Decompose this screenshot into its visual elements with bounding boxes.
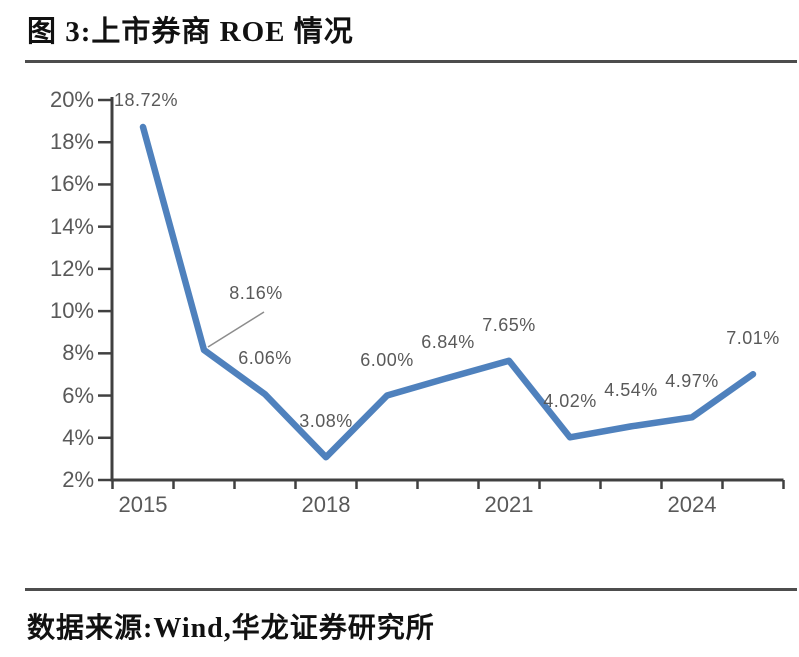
x-axis-tick-label: 2015 — [118, 492, 168, 517]
y-axis-tick-label: 6% — [62, 382, 94, 408]
y-axis-tick-label: 16% — [49, 171, 94, 197]
y-axis-tick-label: 14% — [49, 213, 94, 239]
y-axis-tick-label: 20% — [49, 87, 94, 112]
data-point-label: 7.01% — [726, 328, 780, 349]
roe-line-chart: 2% 4% 6% 8% 10% 12% 14% 16% 18% 20% 2015 2018 2021 20… — [0, 62, 799, 587]
plot-canvas — [98, 97, 785, 489]
y-axis-tick-label: 10% — [49, 298, 94, 324]
x-axis-tick-label: 2021 — [484, 492, 534, 517]
roe-series-line — [139, 123, 757, 461]
y-axis-tick-label: 12% — [49, 255, 94, 281]
data-point-label: 8.16% — [229, 282, 283, 303]
data-point-label: 18.72% — [114, 90, 179, 110]
y-axis-tick-label: 4% — [62, 424, 94, 450]
top-divider — [25, 60, 797, 63]
y-axis-tick-label: 8% — [62, 340, 94, 366]
bottom-divider — [25, 588, 797, 591]
x-axis-tick-label: 2024 — [667, 492, 717, 517]
data-point-label: 4.97% — [665, 371, 719, 392]
data-point-label: 6.00% — [360, 349, 414, 370]
data-point-label: 6.06% — [238, 348, 292, 369]
data-point-label: 3.08% — [299, 411, 353, 432]
data-point-label: 4.54% — [604, 380, 658, 401]
data-point-label: 7.65% — [482, 314, 536, 335]
callout-leader-line — [207, 311, 265, 348]
y-axis-tick-label: 2% — [62, 467, 94, 492]
axis-lines — [110, 97, 784, 482]
data-point-label: 4.02% — [543, 391, 597, 412]
x-axis-tick-label: 2018 — [301, 492, 351, 517]
y-axis-tick-label: 18% — [49, 129, 94, 155]
figure-title: 图 3:上市券商 ROE 情况 — [27, 16, 354, 48]
data-source: 数据来源:Wind,华龙证券研究所 — [27, 613, 435, 644]
data-point-label: 6.84% — [421, 331, 475, 352]
